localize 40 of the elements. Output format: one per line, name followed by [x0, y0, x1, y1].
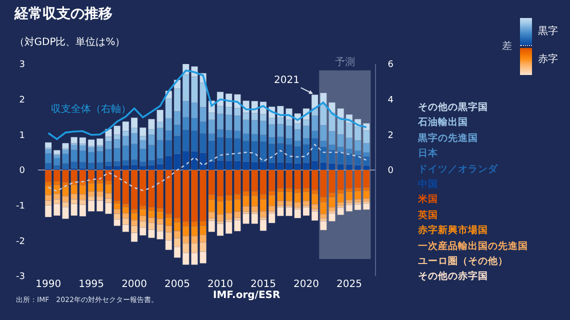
y2-tick-label: 2	[388, 130, 394, 141]
y-tick-label: 0	[19, 166, 26, 176]
series-label: 収支全体（右軸）	[51, 103, 131, 115]
y2-tick-label: 6	[388, 60, 394, 70]
y2-tick-label: 4	[388, 95, 394, 106]
text: 石油輸出国	[418, 116, 469, 130]
text: 赤字	[538, 52, 558, 66]
text: 英国	[418, 208, 439, 223]
chart-title: 経常収支の推移	[13, 6, 112, 22]
y-tick-label: 2	[19, 95, 25, 106]
x-tick-label: 2005	[164, 279, 190, 290]
legend-label: 差	[502, 40, 512, 53]
text: ユーロ圏（その他）	[418, 255, 509, 270]
y-tick-label: -1	[16, 201, 25, 212]
x-tick-label: 2025	[336, 279, 362, 290]
y-tick-label: 3	[19, 60, 25, 70]
chart-subtitle: （対GDP比、単位は%）	[14, 36, 126, 48]
y-tick-label: -3	[16, 272, 25, 282]
x-tick-label: 2000	[122, 279, 148, 290]
y2-tick-label: 0	[388, 166, 394, 176]
x-tick-label: 1995	[78, 279, 104, 290]
text: 赤字新興市場国	[418, 224, 489, 238]
y-tick-label: 1	[19, 130, 25, 141]
text: ドイツ／オランダ	[418, 162, 499, 177]
text: 黒字	[538, 24, 558, 38]
text: 黒字の先進国	[418, 132, 479, 146]
text: 米国	[418, 193, 439, 208]
text: その他の赤字国	[418, 270, 489, 284]
text: 中国	[418, 178, 439, 192]
text: 一次産品輸出国の先進国	[418, 240, 528, 254]
text: その他の黒字国	[418, 100, 489, 115]
x-tick-label: 2015	[250, 279, 276, 290]
y-tick-label: -2	[16, 236, 25, 247]
x-tick-label: 1990	[36, 279, 62, 290]
band-label: 予測	[335, 56, 355, 68]
x-tick-label: 2020	[293, 279, 319, 290]
x-tick-label: 2010	[208, 279, 233, 290]
text: IMF.org/ESR	[213, 290, 280, 301]
annotation: 2021	[274, 75, 300, 86]
text: 日本	[418, 147, 439, 162]
